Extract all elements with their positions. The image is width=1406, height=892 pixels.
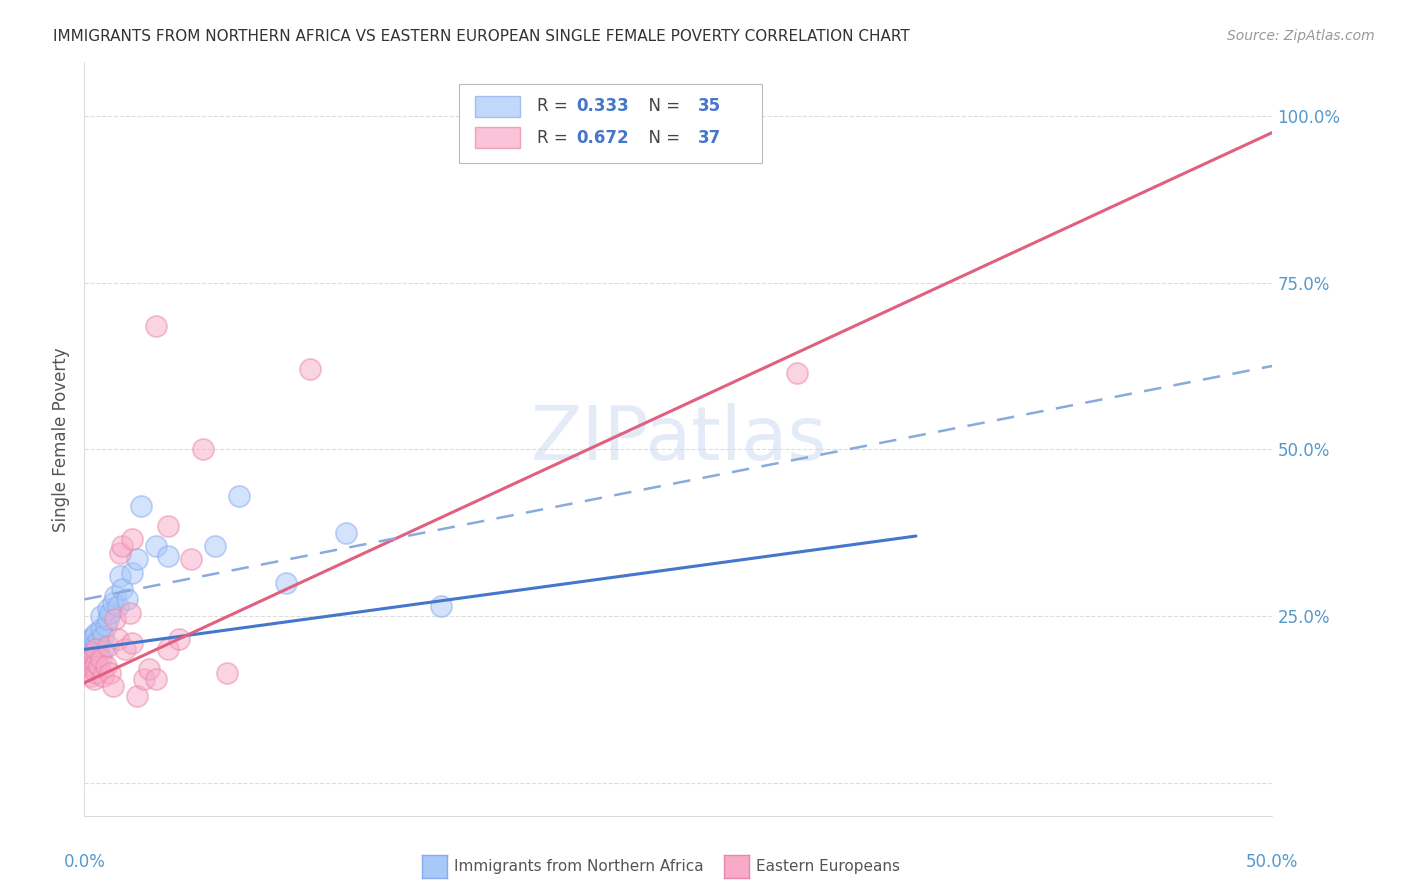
Point [108, 569, 131, 583]
Point [90, 609, 112, 624]
Point [83, 659, 105, 673]
Point [121, 533, 143, 547]
Point [145, 539, 167, 553]
Point [80, 652, 103, 666]
Point [77, 646, 100, 660]
Point [87, 632, 110, 647]
Text: IMMIGRANTS FROM NORTHERN AFRICA VS EASTERN EUROPEAN SINGLE FEMALE POVERTY CORREL: IMMIGRANTS FROM NORTHERN AFRICA VS EASTE… [53, 29, 910, 44]
Point [169, 632, 191, 647]
Point [111, 539, 134, 553]
Point [84, 642, 107, 657]
Point [87, 646, 110, 660]
Point [786, 366, 808, 380]
Point [97, 639, 120, 653]
Point [145, 318, 167, 333]
Point [114, 642, 136, 657]
Point [93, 629, 115, 643]
Point [125, 689, 148, 703]
Point [90, 623, 112, 637]
Point [100, 606, 122, 620]
Point [77, 659, 100, 673]
FancyBboxPatch shape [475, 95, 520, 117]
Text: Eastern Europeans: Eastern Europeans [756, 859, 900, 873]
Point [228, 489, 250, 503]
Point [121, 566, 143, 580]
Point [97, 612, 120, 626]
Point [118, 606, 141, 620]
Point [84, 665, 107, 680]
Point [107, 632, 129, 647]
Point [145, 673, 167, 687]
Point [104, 589, 127, 603]
Text: N =: N = [638, 128, 685, 147]
Point [156, 519, 179, 533]
Point [430, 599, 453, 613]
Point [90, 652, 112, 666]
FancyBboxPatch shape [475, 128, 520, 148]
Point [107, 599, 129, 613]
Point [101, 596, 124, 610]
Text: Source: ZipAtlas.com: Source: ZipAtlas.com [1227, 29, 1375, 43]
Point [111, 582, 134, 597]
Point [83, 652, 105, 666]
Point [215, 665, 238, 680]
Point [84, 656, 107, 670]
Point [156, 549, 179, 563]
Text: 0.0%: 0.0% [63, 853, 105, 871]
Point [156, 642, 179, 657]
Point [138, 662, 160, 676]
Text: ZIPatlas: ZIPatlas [530, 403, 827, 475]
Point [131, 499, 153, 513]
Point [80, 669, 103, 683]
Text: R =: R = [537, 128, 574, 147]
Point [125, 552, 148, 566]
Text: 0.333: 0.333 [576, 97, 628, 115]
Point [97, 602, 120, 616]
Point [83, 642, 105, 657]
Point [115, 592, 138, 607]
Text: N =: N = [638, 97, 685, 115]
Point [100, 665, 122, 680]
Point [101, 679, 124, 693]
Point [132, 673, 155, 687]
Point [84, 636, 107, 650]
Point [83, 673, 105, 687]
Point [80, 632, 103, 647]
Point [204, 539, 226, 553]
Point [93, 642, 115, 657]
Text: 50.0%: 50.0% [1246, 853, 1299, 871]
Point [87, 659, 110, 673]
Y-axis label: Single Female Poverty: Single Female Poverty [52, 347, 70, 532]
Point [83, 646, 105, 660]
Text: Immigrants from Northern Africa: Immigrants from Northern Africa [454, 859, 704, 873]
Point [83, 629, 105, 643]
Text: 0.672: 0.672 [576, 128, 628, 147]
Point [93, 669, 115, 683]
Point [94, 659, 117, 673]
Text: 35: 35 [697, 97, 720, 115]
Point [299, 362, 322, 376]
Point [84, 649, 107, 664]
FancyBboxPatch shape [458, 84, 762, 162]
Text: 37: 37 [697, 128, 721, 147]
Point [84, 625, 107, 640]
Point [104, 612, 127, 626]
Point [191, 442, 215, 457]
Point [80, 639, 103, 653]
Point [94, 619, 117, 633]
Point [108, 546, 131, 560]
Text: R =: R = [537, 97, 574, 115]
Point [335, 525, 357, 540]
Point [180, 552, 202, 566]
Point [276, 575, 298, 590]
Point [121, 636, 143, 650]
